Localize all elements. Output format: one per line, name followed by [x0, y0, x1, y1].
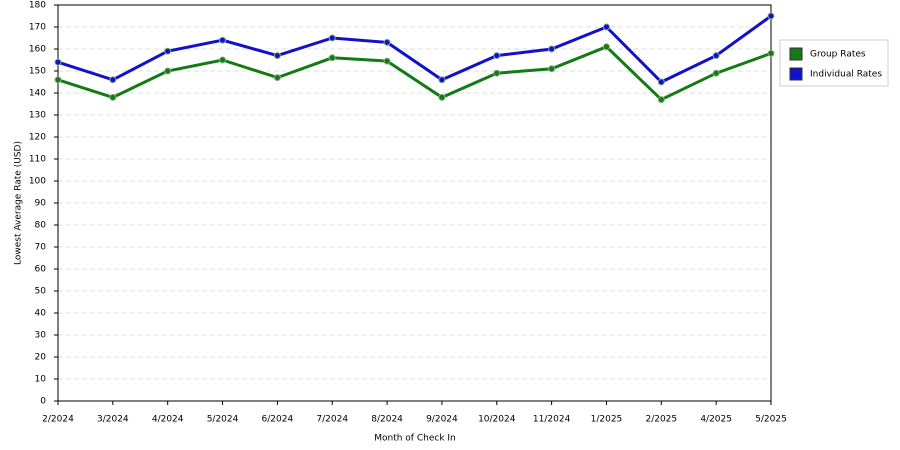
y-tick-label: 60: [35, 265, 47, 275]
point: [273, 52, 281, 60]
y-tick-label: 170: [29, 23, 46, 33]
y-tick-label: 30: [35, 331, 47, 341]
legend-label: Group Rates: [810, 50, 866, 60]
point: [712, 52, 720, 60]
point: [602, 43, 610, 51]
point: [383, 57, 391, 65]
x-tick-label: 11/2024: [533, 415, 571, 425]
y-tick-label: 70: [35, 243, 47, 253]
point: [164, 47, 172, 55]
point: [273, 74, 281, 82]
point: [548, 45, 556, 53]
x-tick-label: 2/2024: [42, 415, 74, 425]
x-tick-label: 9/2024: [426, 415, 458, 425]
y-tick-label: 40: [35, 309, 47, 319]
point: [493, 69, 501, 77]
point: [328, 54, 336, 62]
point: [657, 78, 665, 86]
x-tick-label: 6/2024: [262, 415, 294, 425]
point: [548, 65, 556, 73]
y-tick-label: 120: [29, 133, 46, 143]
x-tick-label: 4/2024: [152, 415, 184, 425]
x-tick-label: 4/2025: [700, 415, 732, 425]
y-tick-label: 10: [35, 375, 47, 385]
point: [438, 76, 446, 84]
point: [493, 52, 501, 60]
y-tick-label: 180: [29, 1, 46, 11]
x-tick-label: 10/2024: [478, 415, 516, 425]
y-tick-label: 20: [35, 353, 47, 363]
legend-label: Individual Rates: [810, 70, 882, 80]
x-tick-label: 2/2025: [645, 415, 677, 425]
legend-swatch: [789, 47, 803, 61]
legend-swatch: [789, 67, 803, 81]
point: [54, 76, 62, 84]
y-tick-label: 100: [29, 177, 46, 187]
y-tick-label: 110: [29, 155, 46, 165]
y-tick-label: 130: [29, 111, 46, 121]
point: [767, 49, 775, 57]
x-tick-label: 5/2024: [207, 415, 239, 425]
x-tick-label: 5/2025: [755, 415, 787, 425]
x-tick-label: 7/2024: [316, 415, 348, 425]
y-tick-label: 80: [35, 221, 47, 231]
y-tick-label: 0: [40, 397, 46, 407]
y-tick-label: 90: [35, 199, 47, 209]
point: [602, 23, 610, 31]
point: [438, 93, 446, 101]
y-tick-label: 150: [29, 67, 46, 77]
point: [767, 12, 775, 20]
point: [219, 56, 227, 64]
point: [657, 96, 665, 104]
point: [54, 58, 62, 66]
point: [109, 76, 117, 84]
point: [219, 36, 227, 44]
point: [383, 38, 391, 46]
y-tick-label: 50: [35, 287, 47, 297]
x-tick-label: 3/2024: [97, 415, 129, 425]
point: [109, 93, 117, 101]
x-tick-label: 1/2025: [591, 415, 623, 425]
point: [328, 34, 336, 42]
y-axis-label: Lowest Average Rate (USD): [14, 141, 24, 265]
x-tick-label: 8/2024: [371, 415, 403, 425]
point: [712, 69, 720, 77]
series-line: [57, 14, 772, 84]
x-axis-label: Month of Check In: [374, 434, 456, 444]
y-tick-label: 140: [29, 89, 46, 99]
y-tick-label: 160: [29, 45, 46, 55]
series-line: [57, 45, 772, 102]
plot-frame: [57, 4, 772, 402]
point: [164, 67, 172, 75]
